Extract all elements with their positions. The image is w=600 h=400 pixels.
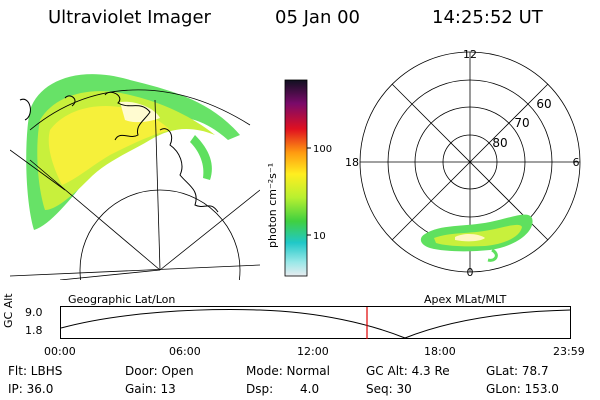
gain-info: Gain: 13 xyxy=(125,382,176,396)
colorbar-unit-label: photon cm⁻²s⁻¹ xyxy=(266,163,279,248)
meridian xyxy=(59,269,161,280)
altitude-ytick-bottom: 1.8 xyxy=(25,324,43,337)
glon-info: GLon: 153.0 xyxy=(486,382,559,396)
lat-circle xyxy=(79,189,241,280)
date-label: 05 Jan 00 xyxy=(275,7,360,28)
mlt-label-6: 6 xyxy=(573,156,580,169)
xtick-0600: 06:00 xyxy=(169,345,201,358)
aurora-core xyxy=(120,101,160,123)
colorbar-gradient xyxy=(284,79,308,277)
polar-aurora-core xyxy=(455,234,485,242)
door-info: Door: Open xyxy=(125,364,194,378)
mlt-label-18: 18 xyxy=(345,156,359,169)
dsp-value: 4.0 xyxy=(300,382,320,396)
xtick-0000: 00:00 xyxy=(44,345,76,358)
ip-info: IP: 36.0 xyxy=(8,382,54,396)
meridian xyxy=(29,159,161,271)
altitude-curve xyxy=(60,309,571,339)
meridian xyxy=(159,189,260,271)
geographic-image xyxy=(10,74,260,280)
dsp-label: Dsp: xyxy=(246,382,274,396)
xtick-1200: 12:00 xyxy=(297,345,329,358)
xtick-1800: 18:00 xyxy=(424,345,456,358)
polar-plot: 12 6 0 18 60 70 80 xyxy=(345,48,581,279)
lat-label-80: 80 xyxy=(492,136,507,150)
altitude-ytick-top: 9.0 xyxy=(25,306,43,319)
aurora-bright xyxy=(48,106,170,185)
lat-label-70: 70 xyxy=(514,116,529,130)
gc-alt-info: GC Alt: 4.3 Re xyxy=(366,364,450,378)
coastline xyxy=(19,91,219,213)
instrument-title: Ultraviolet Imager xyxy=(48,7,211,28)
geographic-caption: Geographic Lat/Lon xyxy=(68,293,176,306)
meridian xyxy=(10,149,66,191)
colorbar: 100 10 photon cm⁻²s⁻¹ xyxy=(266,79,332,277)
mlt-label-0: 0 xyxy=(467,266,474,279)
aurora-tail xyxy=(190,135,212,180)
altitude-frame xyxy=(60,306,571,339)
meridian xyxy=(154,99,161,271)
meridian xyxy=(10,264,260,277)
altitude-ylabel: GC Alt xyxy=(2,293,15,328)
lat-line xyxy=(29,89,251,131)
polar-caption: Apex MLat/MLT xyxy=(424,293,507,306)
mlt-label-12: 12 xyxy=(463,48,477,61)
glat-info: GLat: 78.7 xyxy=(486,364,549,378)
colorbar-tick-100: 100 xyxy=(313,144,332,155)
mode-info: Mode: Normal xyxy=(246,364,330,378)
seq-info: Seq: 30 xyxy=(366,382,412,396)
xtick-2359: 23:59 xyxy=(553,345,585,358)
colorbar-tick-10: 10 xyxy=(313,231,326,242)
filter-info: Flt: LBHS xyxy=(8,364,63,378)
time-label: 14:25:52 UT xyxy=(432,7,543,28)
lat-label-60: 60 xyxy=(536,97,551,111)
altitude-strip xyxy=(60,306,571,339)
